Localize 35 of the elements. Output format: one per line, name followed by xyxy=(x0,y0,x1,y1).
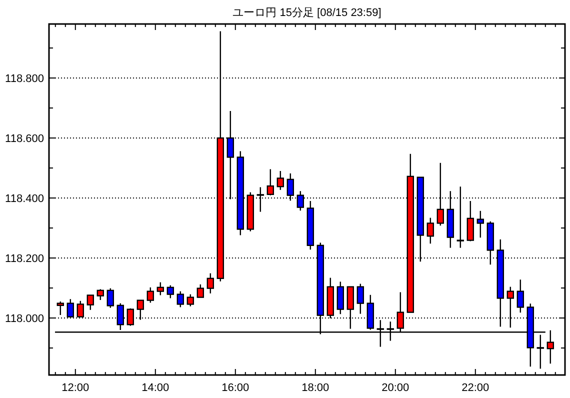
candlestick xyxy=(426,217,434,244)
candlestick xyxy=(456,186,464,248)
candlestick xyxy=(196,284,204,298)
candlestick xyxy=(536,334,544,370)
candlestick xyxy=(356,283,364,314)
x-tick-label: 22:00 xyxy=(462,382,490,394)
candlestick xyxy=(156,282,164,296)
x-tick-label: 18:00 xyxy=(302,382,330,394)
candlestick xyxy=(336,281,344,315)
candlestick xyxy=(186,294,194,307)
candlestick xyxy=(146,286,154,304)
candlestick xyxy=(86,294,94,310)
y-tick-label: 118.200 xyxy=(5,253,44,265)
candlestick xyxy=(516,279,524,314)
candlestick xyxy=(96,288,104,301)
title: ユーロ円 15分足 [08/15 23:59] xyxy=(232,7,382,19)
candlestick xyxy=(166,284,174,299)
candlestick xyxy=(466,200,474,242)
y-tick-label: 118.000 xyxy=(5,313,44,325)
x-tick-label: 14:00 xyxy=(142,382,170,394)
x-tick-label: 20:00 xyxy=(382,382,410,394)
candlestick xyxy=(106,288,114,308)
candlestick xyxy=(206,272,214,294)
candlestick xyxy=(56,300,64,316)
candlestick xyxy=(546,330,554,364)
x-tick-label: 16:00 xyxy=(222,382,250,394)
candlestick xyxy=(266,168,274,196)
candlestick xyxy=(126,308,134,326)
y-tick-label: 118.600 xyxy=(5,133,44,145)
candlestick xyxy=(476,210,484,238)
candlestick xyxy=(276,170,284,190)
y-tick-label: 118.800 xyxy=(5,73,44,85)
candlestick xyxy=(176,290,184,308)
y-tick-label: 118.400 xyxy=(5,193,44,205)
x-tick-label: 12:00 xyxy=(62,382,90,394)
